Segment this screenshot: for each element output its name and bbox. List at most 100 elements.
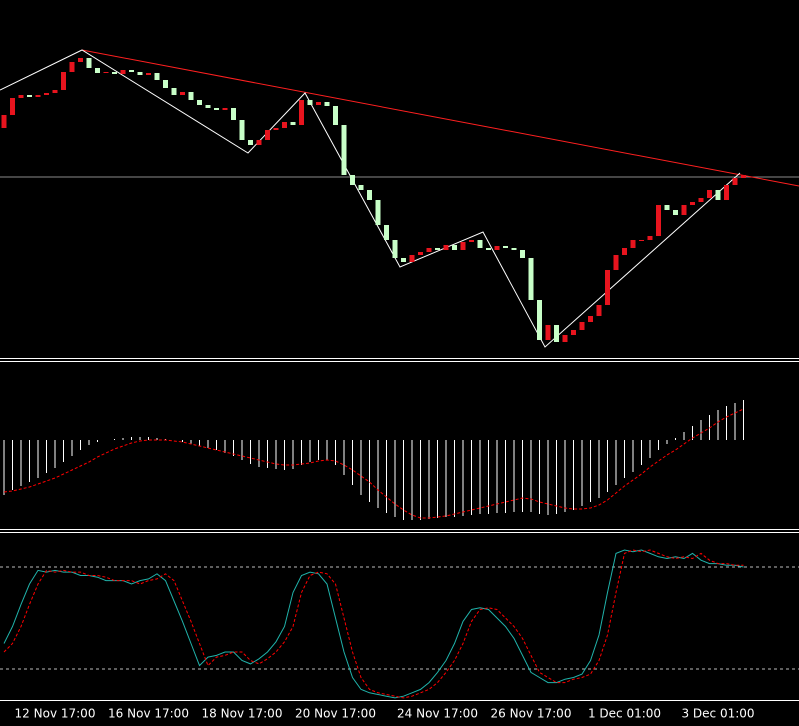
candle — [188, 92, 194, 100]
trend-line — [81, 49, 799, 187]
candle — [197, 100, 202, 105]
candle — [639, 240, 644, 241]
candle — [324, 102, 330, 106]
candle — [698, 198, 704, 202]
candle — [511, 248, 517, 250]
candle — [732, 178, 738, 185]
candle — [647, 236, 653, 240]
candle — [256, 140, 262, 145]
candle — [588, 316, 593, 322]
candle — [205, 105, 211, 108]
candle — [656, 205, 661, 236]
candle — [707, 190, 712, 198]
candle — [503, 246, 508, 248]
candle — [112, 72, 117, 74]
candle — [290, 122, 296, 125]
candle — [44, 93, 49, 95]
candle — [18, 95, 24, 98]
candle — [137, 72, 143, 75]
x-tick-label: 3 Dec 01:00 — [681, 707, 754, 721]
candle — [341, 125, 347, 175]
candle — [358, 185, 364, 190]
candle — [630, 240, 636, 248]
candle — [664, 205, 670, 210]
candle — [333, 106, 338, 125]
candle — [562, 335, 568, 342]
candle — [95, 68, 100, 73]
candle — [78, 58, 83, 62]
candle — [520, 250, 525, 258]
candle — [528, 258, 534, 300]
candle — [163, 80, 168, 88]
candle — [120, 70, 126, 74]
x-tick-label: 12 Nov 17:00 — [15, 707, 96, 721]
candle — [715, 190, 721, 200]
candle — [10, 98, 15, 115]
candle — [103, 72, 109, 73]
candle — [384, 225, 389, 240]
candle — [418, 252, 423, 255]
candle — [460, 242, 466, 250]
candle — [375, 200, 381, 225]
candle — [579, 322, 585, 330]
candle — [690, 202, 695, 205]
candle — [214, 108, 219, 110]
candle — [299, 100, 304, 125]
candle — [129, 70, 134, 72]
x-tick-label: 1 Dec 01:00 — [588, 707, 661, 721]
x-tick-label: 26 Nov 17:00 — [491, 707, 572, 721]
candle — [494, 246, 500, 250]
x-tick-label: 20 Nov 17:00 — [295, 707, 376, 721]
x-tick-label: 16 Nov 17:00 — [108, 707, 189, 721]
candle — [537, 300, 542, 340]
candle — [605, 270, 610, 305]
candle — [673, 210, 678, 215]
candle — [469, 240, 474, 242]
candle — [282, 122, 287, 128]
candle — [265, 130, 270, 140]
candle — [367, 190, 372, 200]
candle — [681, 205, 687, 215]
candle — [741, 175, 746, 178]
candle — [154, 73, 160, 80]
candle — [222, 108, 228, 110]
candle — [231, 108, 236, 120]
candle — [180, 92, 185, 95]
candle — [401, 258, 406, 262]
candle — [86, 58, 92, 68]
candle — [146, 73, 151, 75]
candle — [571, 330, 576, 335]
candle — [35, 95, 41, 97]
candle — [426, 248, 432, 252]
candle — [596, 305, 602, 316]
candle — [409, 255, 415, 262]
candle — [545, 325, 551, 340]
candle — [435, 248, 440, 250]
candle — [61, 72, 66, 90]
candle — [724, 185, 729, 200]
candle — [452, 245, 457, 250]
candle — [307, 100, 313, 105]
signal-line — [3, 408, 744, 519]
candle — [613, 255, 619, 270]
candle — [350, 175, 355, 185]
candle — [554, 325, 559, 342]
candle — [1, 115, 7, 128]
candle — [69, 62, 75, 72]
candle — [52, 90, 58, 93]
candle — [273, 128, 279, 130]
candle — [248, 140, 253, 145]
candle — [443, 245, 449, 250]
candle — [171, 88, 177, 95]
candle — [392, 240, 398, 258]
candle — [486, 248, 491, 250]
candle — [239, 120, 245, 140]
candle — [316, 102, 321, 105]
oscillator-line — [3, 549, 744, 699]
candle — [477, 240, 483, 248]
oscillator-line — [3, 549, 744, 699]
candle — [622, 248, 627, 255]
x-tick-label: 24 Nov 17:00 — [397, 707, 478, 721]
